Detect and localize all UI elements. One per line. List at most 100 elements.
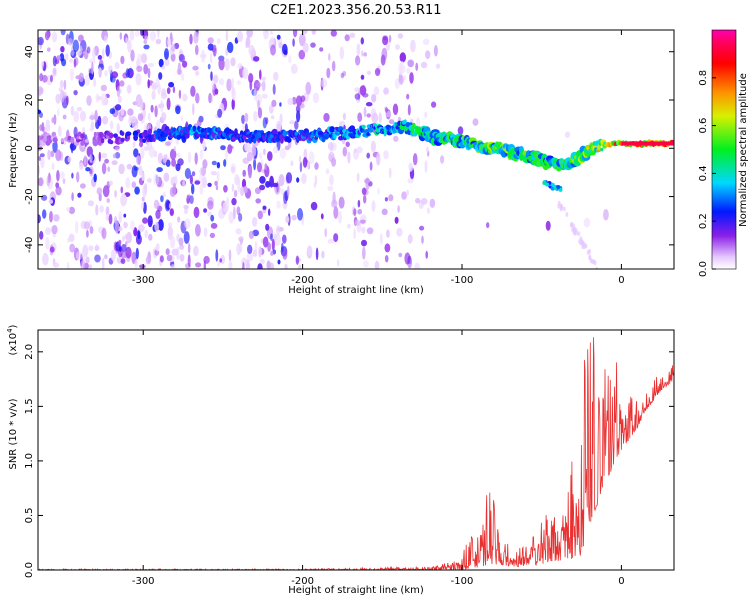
heatmap-cell: [202, 139, 206, 151]
heatmap-cell: [596, 144, 601, 151]
heatmap-cell: [230, 57, 236, 67]
heatmap-cell: [67, 237, 70, 243]
heatmap-cell: [47, 47, 51, 52]
heatmap-cell: [279, 102, 282, 107]
heatmap-cell: [45, 237, 50, 250]
heatmap-cell: [378, 112, 382, 123]
heatmap-cell: [125, 241, 128, 246]
heatmap-cell: [283, 191, 288, 205]
heatmap-cell: [377, 187, 380, 195]
heatmap-cell: [270, 30, 273, 35]
heatmap-cell: [392, 103, 399, 116]
heatmap-cell: [278, 174, 285, 187]
heatmap-cell: [62, 178, 66, 185]
heatmap-cell: [209, 52, 213, 64]
heatmap-cell: [255, 93, 262, 106]
heatmap-cell: [319, 47, 324, 52]
heatmap-cell: [273, 146, 279, 154]
heatmap-cell: [120, 193, 127, 207]
heatmap-cell: [386, 229, 390, 238]
heatmap-cell: [68, 206, 75, 215]
heatmap-cell: [66, 95, 69, 106]
heatmap-cell: [414, 262, 421, 269]
heatmap-cell: [247, 244, 253, 254]
heatmap-cell: [262, 236, 269, 248]
snr-ylabel: SNR (10 * v/v): [8, 398, 19, 469]
heatmap-cell: [285, 172, 293, 184]
heatmap-cell: [545, 220, 551, 231]
x-tick-label: 0: [618, 576, 624, 587]
heatmap-cell: [215, 185, 219, 191]
heatmap-cell: [242, 157, 250, 164]
heatmap-cell: [376, 152, 381, 166]
heatmap-cell: [408, 162, 414, 172]
heatmap-cell: [649, 141, 654, 146]
heatmap-cell: [253, 88, 257, 101]
heatmap-cell: [38, 177, 44, 187]
heatmap-cell: [360, 37, 364, 45]
heatmap-cell: [97, 55, 103, 60]
heatmap-cell: [384, 197, 388, 202]
heatmap-cell: [101, 257, 105, 269]
heatmap-cell: [279, 113, 283, 126]
heatmap-cell: [373, 86, 380, 96]
heatmap-cell: [282, 43, 288, 55]
heatmap-cell: [214, 180, 218, 186]
heatmap-cell: [271, 238, 275, 251]
heatmap-cell: [380, 54, 386, 66]
heatmap-cell: [133, 134, 139, 141]
heatmap-cell: [102, 115, 109, 125]
heatmap-cell: [157, 82, 161, 95]
heatmap-cell: [105, 206, 110, 216]
heatmap-cell: [189, 33, 193, 45]
y-tick-label: -20: [24, 188, 35, 204]
heatmap-cell: [168, 203, 172, 209]
heatmap-cell: [55, 186, 62, 196]
heatmap-cell: [60, 171, 65, 179]
heatmap-cell: [147, 128, 152, 135]
heatmap-cell: [406, 68, 411, 74]
heatmap-cell: [213, 74, 219, 84]
heatmap-cell: [292, 38, 295, 47]
heatmap-cell: [134, 186, 140, 195]
heatmap-cell: [73, 58, 77, 68]
heatmap-cell: [399, 52, 406, 63]
heatmap-cell: [158, 219, 164, 231]
heatmap-cell: [145, 132, 149, 137]
heatmap-cell: [328, 141, 334, 151]
heatmap-cell: [60, 138, 64, 143]
heatmap-cell: [359, 219, 366, 224]
heatmap-cell: [100, 84, 107, 92]
colorbar-tick-label: 0.4: [698, 165, 709, 181]
heatmap-cell: [199, 184, 204, 195]
heatmap-cell: [384, 255, 389, 263]
heatmap-cell: [557, 203, 561, 209]
heatmap-cell: [75, 251, 83, 261]
heatmap-cell: [116, 122, 120, 134]
heatmap-cell: [173, 146, 176, 152]
heatmap-cell: [148, 220, 153, 226]
heatmap-cell: [288, 55, 292, 64]
heatmap-cell: [71, 192, 74, 202]
heatmap-cell: [259, 152, 263, 160]
heatmap-cell: [426, 207, 431, 214]
heatmap-cell: [349, 32, 356, 38]
heatmap-cell: [332, 191, 336, 205]
heatmap-cell: [289, 120, 295, 125]
heatmap-cell: [588, 255, 592, 261]
heatmap-cell: [363, 260, 369, 268]
heatmap-cell: [218, 57, 225, 71]
heatmap-cell: [41, 121, 45, 133]
heatmap-cell: [570, 221, 574, 227]
heatmap-cell: [129, 30, 135, 41]
heatmap-cell: [268, 208, 271, 216]
heatmap-cell: [183, 205, 189, 210]
heatmap-cell: [64, 53, 69, 61]
heatmap-cell: [158, 72, 163, 80]
heatmap-cell: [207, 200, 214, 210]
heatmap-cell: [135, 247, 139, 260]
heatmap-cell: [674, 142, 678, 146]
heatmap-cell: [114, 152, 121, 159]
heatmap-cell: [114, 216, 117, 224]
heatmap-cell: [120, 186, 124, 194]
